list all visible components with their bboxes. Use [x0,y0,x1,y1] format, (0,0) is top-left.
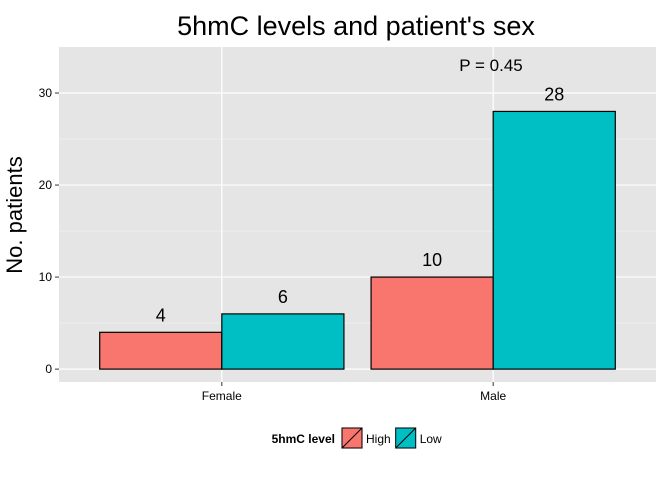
legend-key-slash [395,427,417,449]
legend-title: 5hmC level [272,432,335,446]
x-axis: Female Male [202,382,507,403]
data-label-high-male: 10 [422,250,442,270]
bar-low-female [221,313,345,370]
p-value-annotation: P = 0.45 [459,56,523,75]
bar-high-female [99,331,223,370]
x-tick-label: Male [480,389,506,403]
x-tick-label: Female [202,389,242,403]
y-tick-label: 30 [39,86,53,100]
data-label-low-male: 28 [544,84,564,104]
chart-title: 5hmC levels and patient's sex [177,11,535,41]
y-tick-label: 0 [45,362,52,376]
legend-key-slash [341,427,363,449]
legend-item-low: Low [394,427,442,449]
bars [99,110,616,370]
bar-high-male [370,276,494,370]
y-tick-label: 20 [39,178,53,192]
legend-label: High [366,432,391,446]
y-axis-title: No. patients [2,156,27,273]
data-label-high-female: 4 [156,305,166,325]
legend: 5hmC level High Low [272,427,442,449]
bar-low-male [492,110,616,370]
data-labels: 4 10 6 28 [156,84,565,325]
legend-label: Low [420,432,442,446]
data-label-low-female: 6 [278,287,288,307]
y-axis: 0 10 20 30 [39,86,59,376]
y-tick-label: 10 [39,270,53,284]
legend-item-high: High [341,427,391,449]
